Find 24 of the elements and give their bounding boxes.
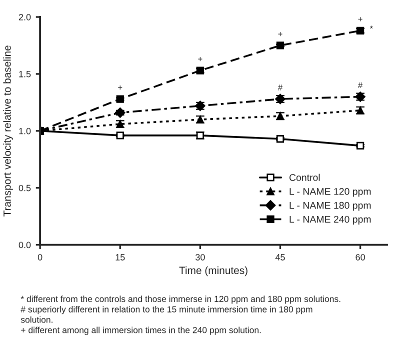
annotation: +: [198, 57, 202, 62]
legend-label: L - NAME 240 ppm: [290, 216, 371, 225]
x-tick-label: 45: [275, 254, 285, 260]
x-tick-label: 60: [356, 254, 365, 260]
x-tick-label: 30: [196, 254, 205, 260]
x-tick-label: 15: [116, 254, 125, 260]
y-tick-label: 0.0: [18, 242, 31, 248]
y-tick-label: 0.5: [18, 184, 31, 192]
annotation: #: [358, 82, 363, 88]
x-tick-label: 0: [38, 254, 42, 260]
annotation: +: [118, 86, 122, 90]
y-tick-label: 1.0: [19, 128, 31, 134]
y-tick-label: 1.5: [19, 71, 31, 78]
text: * different from the controls and those immerse in 120 ppm and 180 ppm solutions. # superiorly different in relation to the 15 minute immersion time in 180 ppm solution. + different among all immersion times in the 240 ppm solution.: [20, 296, 340, 335]
annotation: *: [370, 26, 373, 29]
y-tick-label: 2.0: [18, 14, 31, 20]
x-axis-title: Time (minutes): [179, 266, 248, 276]
annotation: #: [278, 84, 283, 90]
y-axis-title: Transport velocity relative to baseline: [3, 46, 13, 216]
legend-label: L - NAME 120 ppm: [290, 188, 371, 197]
legend-label: Control: [289, 174, 320, 181]
legend-label: L - NAME 180 ppm: [290, 202, 371, 211]
annotation: +: [358, 17, 362, 22]
annotation: +: [278, 32, 282, 36]
